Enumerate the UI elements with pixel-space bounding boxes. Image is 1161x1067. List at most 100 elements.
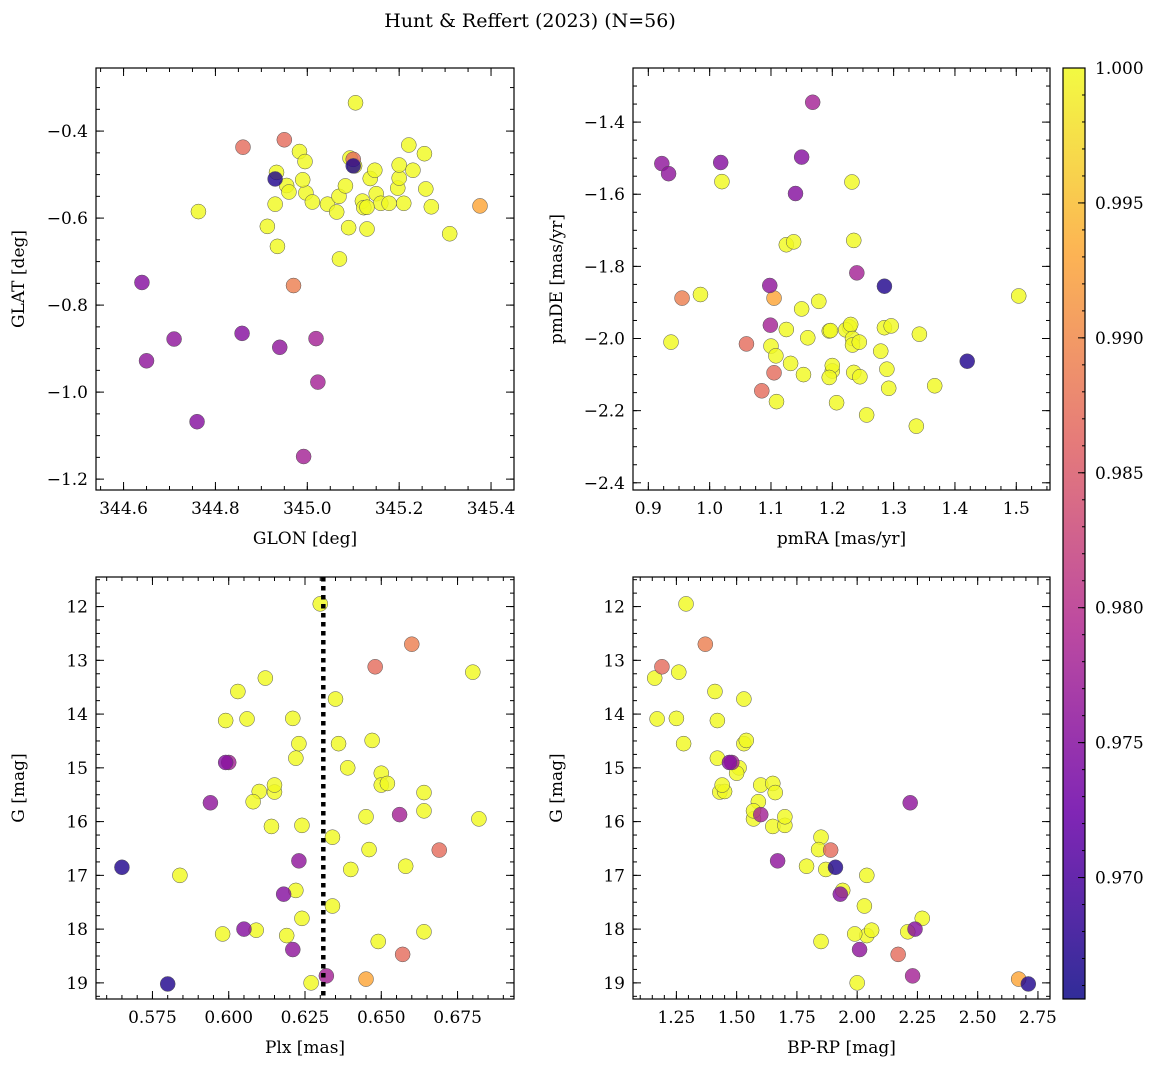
star-point	[364, 732, 380, 749]
y-axis-label: pmDE [mas/yr]	[547, 214, 567, 344]
star-point	[902, 795, 918, 811]
star-point	[675, 735, 692, 752]
star-point	[339, 760, 356, 776]
star-point	[712, 154, 729, 171]
y-tick-label: 16	[603, 813, 625, 833]
panel-pm: 0.9 1.0 1.1 1.2 1.3 1.4 1.5 −2.4 −2.2 −2.0 −1.8 −1.…	[547, 67, 1051, 549]
star-point	[285, 941, 301, 958]
y-tick-label: −2.0	[584, 330, 625, 350]
star-point	[297, 153, 313, 170]
colorbar-tick-label: 0.990	[1095, 329, 1144, 349]
star-point	[832, 886, 849, 902]
star-point	[324, 829, 341, 845]
star-point	[159, 976, 176, 992]
star-point	[367, 162, 383, 178]
star-point	[872, 343, 889, 359]
y-tick-label: 13	[66, 651, 88, 671]
x-tick-label: 1.25	[657, 1008, 695, 1028]
axes-layer: 344.6 344.8 345.0 345.2 345.4 −1.2 −1.0 −0.8 −0.…	[9, 67, 1057, 1058]
star-point	[811, 293, 827, 310]
star-point	[863, 922, 880, 938]
star-point	[904, 968, 921, 984]
star-point	[318, 968, 335, 984]
star-point	[358, 971, 374, 987]
star-point	[359, 199, 375, 215]
star-point	[401, 137, 417, 153]
star-point	[738, 732, 755, 749]
star-point	[327, 691, 344, 707]
star-point	[846, 232, 862, 249]
star-point	[271, 339, 288, 356]
y-axis-label: G [mag]	[547, 753, 567, 822]
y-tick-label: 18	[66, 920, 88, 940]
star-point	[276, 132, 293, 148]
star-point	[753, 806, 769, 823]
x-axis-label: GLON [deg]	[253, 529, 357, 549]
star-point	[849, 975, 865, 991]
star-point	[738, 336, 755, 352]
star-point	[800, 330, 816, 346]
star-point	[285, 277, 302, 294]
y-axis-label: G [mag]	[9, 753, 29, 822]
star-point	[214, 926, 231, 942]
star-point	[235, 139, 251, 155]
star-point	[391, 806, 408, 823]
y-tick-label: 16	[66, 813, 88, 833]
star-point	[347, 95, 364, 111]
star-point	[793, 301, 810, 317]
star-point	[959, 353, 975, 369]
star-point	[678, 596, 694, 612]
star-point	[295, 448, 312, 465]
points-group	[646, 596, 1037, 992]
x-tick-label: 1.50	[718, 1008, 756, 1028]
star-point	[856, 898, 873, 914]
star-point	[310, 374, 326, 390]
y-tick-label: 17	[66, 866, 88, 886]
star-point	[654, 659, 670, 675]
star-point	[345, 158, 361, 174]
star-point	[303, 975, 319, 991]
star-point	[908, 418, 925, 434]
y-tick-label: −0.4	[47, 122, 88, 142]
star-point	[358, 809, 374, 825]
x-tick-label: 345.4	[467, 499, 516, 519]
x-tick-label: 1.5	[1003, 499, 1030, 519]
star-point	[257, 670, 274, 686]
star-point	[787, 185, 804, 202]
points-group	[654, 94, 1027, 434]
y-tick-label: −1.4	[584, 113, 625, 133]
x-axis-label: pmRA [mas/yr]	[777, 529, 906, 549]
star-point	[1010, 288, 1027, 304]
star-point	[879, 361, 895, 377]
star-point	[1020, 976, 1037, 992]
star-point	[217, 712, 234, 729]
star-point	[416, 145, 433, 162]
star-point	[793, 149, 810, 165]
star-point	[849, 265, 865, 281]
axes-frame	[632, 576, 1051, 1000]
star-point	[646, 670, 663, 686]
star-point	[266, 777, 283, 793]
star-point	[391, 157, 407, 173]
colorbar-tick-label: 0.995	[1095, 194, 1144, 214]
star-point	[423, 199, 440, 215]
star-point	[361, 841, 377, 858]
star-point	[769, 853, 786, 869]
star-point	[663, 334, 679, 350]
y-tick-label: 12	[66, 598, 88, 618]
star-point	[858, 407, 875, 423]
star-point	[172, 867, 188, 884]
star-point	[263, 818, 280, 835]
y-tick-label: 12	[603, 598, 625, 618]
star-point	[876, 278, 893, 294]
star-point	[239, 711, 255, 727]
star-point	[767, 784, 783, 801]
star-point	[217, 754, 234, 771]
star-point	[288, 750, 304, 766]
star-point	[328, 204, 345, 220]
star-point	[294, 172, 311, 188]
star-point	[714, 173, 730, 190]
colorbar-tick-label: 0.985	[1095, 464, 1144, 484]
star-point	[190, 203, 207, 220]
